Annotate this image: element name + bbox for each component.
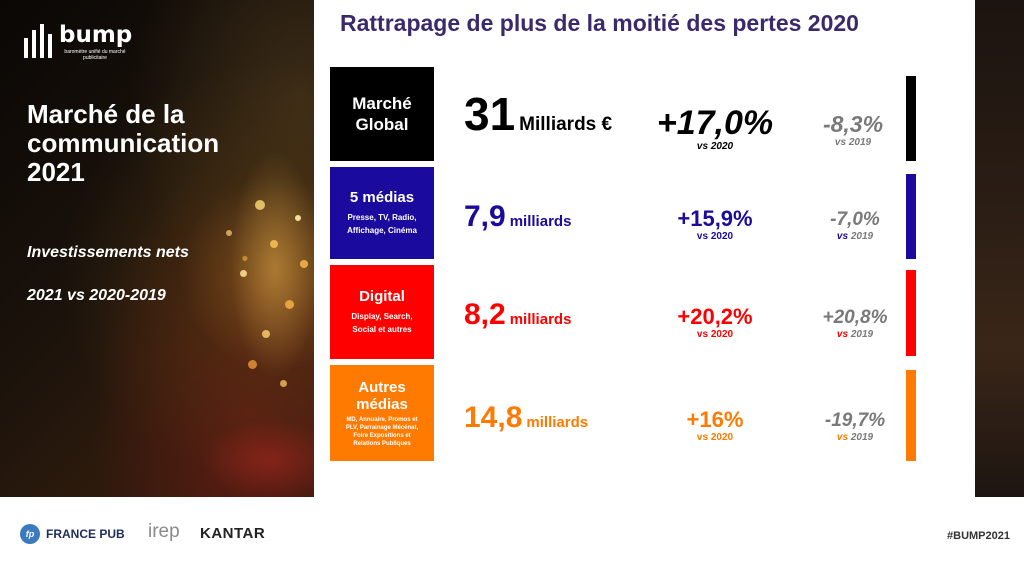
irep-logo: irep <box>148 521 180 542</box>
label-main-line: Marché <box>352 94 412 113</box>
section-title-line: 2021 <box>27 157 85 187</box>
footer <box>0 497 1024 574</box>
label-box-autres-medias: Autres médias MD, Annuaire, Promos et PL… <box>330 365 434 461</box>
prev-vs: vs 2019 <box>834 137 872 148</box>
france-pub-icon: fp <box>20 524 40 544</box>
row-accent-bar <box>906 76 916 161</box>
label-main-line: Digital <box>359 288 405 305</box>
value-autres-medias: 14,8 milliards <box>464 401 588 435</box>
label-detail-line: MD, Annuaire, Promos et <box>346 416 418 423</box>
prev-vs: vs 2019 <box>836 329 874 340</box>
market-row-global: Marché Global 31 Milliards € +17,0% vs 20… <box>330 67 930 161</box>
market-row-autres-medias: Autres médias MD, Annuaire, Promos et PL… <box>330 365 930 461</box>
value-number: 14,8 <box>464 401 523 434</box>
france-pub-label: FRANCE PUB <box>46 527 125 541</box>
france-pub-logo: fp FRANCE PUB <box>20 524 125 544</box>
prev-vs: vs 2019 <box>836 231 874 242</box>
value-unit: Milliards € <box>519 114 613 135</box>
slide-title: Rattrapage de plus de la moitié des pert… <box>340 10 859 36</box>
prev-autres-medias: -19,7% vs 2019 <box>816 410 894 443</box>
background-photo <box>0 0 314 497</box>
label-detail-line: PLV, Parrainage Mécénat, <box>345 424 419 431</box>
hashtag: #BUMP2021 <box>947 530 1010 542</box>
delta-vs: vs 2020 <box>696 141 734 152</box>
label-main-line: Autres <box>358 378 406 396</box>
section-period: 2021 vs 2020-2019 <box>27 287 166 304</box>
label-detail-line: Presse, TV, Radio, <box>347 213 417 222</box>
market-row-digital: Digital Display, Search, Social et autre… <box>330 265 930 359</box>
label-detail-line: Foire Expositions et <box>353 432 411 439</box>
label-box-digital: Digital Display, Search, Social et autre… <box>330 265 434 359</box>
delta-value: +16% <box>686 407 744 432</box>
value-unit: milliards <box>509 213 572 230</box>
delta-digital: +20,2% vs 2020 <box>656 305 774 341</box>
delta-vs: vs 2020 <box>696 432 734 443</box>
prev-value: -19,7% <box>824 410 886 431</box>
logo-word: bump <box>59 22 133 48</box>
value-unit: milliards <box>526 414 589 431</box>
bump-logo-bars-icon <box>24 24 52 58</box>
delta-global: +17,0% vs 2020 <box>656 105 774 153</box>
prev-value: -8,3% <box>822 111 884 137</box>
label-detail-line: Social et autres <box>352 325 412 334</box>
value-number: 31 <box>464 88 516 140</box>
prev-global: -8,3% vs 2019 <box>812 111 894 148</box>
row-accent-bar <box>906 370 916 461</box>
label-box-global: Marché Global <box>330 67 434 161</box>
prev-value: -7,0% <box>830 209 880 230</box>
label-detail-line: Display, Search, <box>351 312 413 321</box>
delta-vs: vs 2020 <box>696 329 734 340</box>
label-main-line: médias <box>356 395 408 413</box>
row-accent-bar <box>906 174 916 259</box>
section-title-line: communication <box>27 128 220 158</box>
delta-5-medias: +15,9% vs 2020 <box>656 207 774 243</box>
delta-value: +20,2% <box>677 304 753 329</box>
bump-logo: bump baromètre unifié du marché publicit… <box>24 24 132 61</box>
value-unit: milliards <box>509 311 572 328</box>
label-detail-line: Affichage, Cinéma <box>347 226 417 235</box>
value-digital: 8,2 milliards <box>464 298 571 332</box>
prev-value: +20,8% <box>822 307 888 328</box>
value-global: 31 Milliards € <box>464 87 612 141</box>
delta-value: +15,9% <box>677 206 753 231</box>
section-subtitle: Investissements nets <box>27 244 189 261</box>
prev-5-medias: -7,0% vs 2019 <box>816 209 894 242</box>
prev-vs: vs 2019 <box>836 432 874 443</box>
prev-digital: +20,8% vs 2019 <box>816 307 894 340</box>
value-5-medias: 7,9 milliards <box>464 200 571 234</box>
background-photo-strip <box>975 0 1024 497</box>
section-title-line: Marché de la <box>27 99 185 129</box>
section-title: Marché de la communication 2021 <box>27 100 219 187</box>
logo-subtitle: baromètre unifié du marché publicitaire <box>64 49 126 61</box>
label-box-5-medias: 5 médias Presse, TV, Radio, Affichage, C… <box>330 167 434 259</box>
value-number: 7,9 <box>464 200 506 233</box>
delta-vs: vs 2020 <box>696 231 734 242</box>
delta-autres-medias: +16% vs 2020 <box>656 408 774 444</box>
market-row-5-medias: 5 médias Presse, TV, Radio, Affichage, C… <box>330 167 930 259</box>
label-main-line: 5 médias <box>349 189 415 206</box>
row-accent-bar <box>906 270 916 356</box>
value-number: 8,2 <box>464 298 506 331</box>
label-detail-line: Relations Publiques <box>353 440 411 447</box>
delta-value: +17,0% <box>656 104 774 142</box>
label-main-line: Global <box>355 115 409 134</box>
kantar-logo: KANTAR <box>200 525 266 542</box>
